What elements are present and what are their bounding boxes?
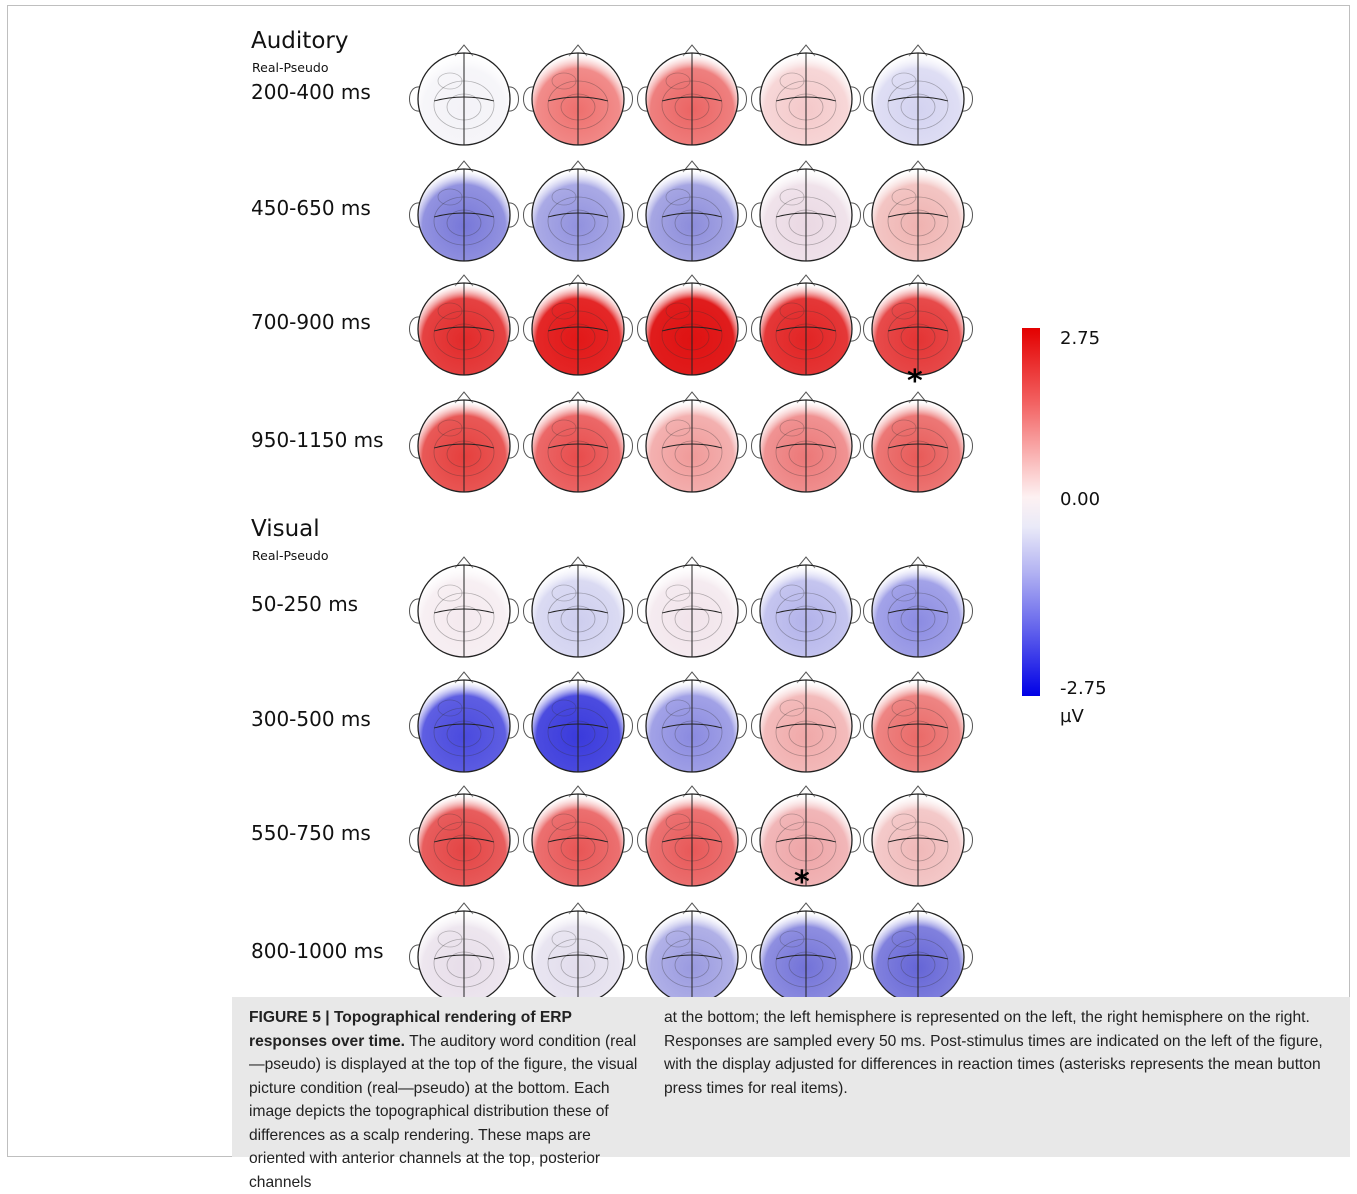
scalp-map <box>523 671 633 773</box>
scalp-map <box>637 160 747 262</box>
caption-right: at the bottom; the left hemisphere is re… <box>664 1009 1323 1097</box>
scalp-map <box>523 556 633 658</box>
scalp-map <box>409 274 519 376</box>
auditory-title: Auditory <box>251 28 349 54</box>
scalp-map <box>751 160 861 262</box>
scalp-map <box>751 785 861 887</box>
scalp-map <box>637 785 747 887</box>
time-label: 950-1150 ms <box>251 428 384 452</box>
auditory-subtitle: Real-Pseudo <box>252 60 329 75</box>
scalp-map <box>863 391 973 493</box>
scalp-map <box>751 556 861 658</box>
caption-box <box>232 997 1350 1157</box>
scalp-map <box>523 160 633 262</box>
scalp-map <box>409 671 519 773</box>
scalp-map <box>751 391 861 493</box>
scalp-map <box>409 44 519 146</box>
caption-left-text: The auditory word condition (real—pseudo… <box>249 1032 638 1191</box>
time-label: 200-400 ms <box>251 80 371 104</box>
scalp-map <box>637 274 747 376</box>
scalp-map <box>637 44 747 146</box>
asterisk-marker: * <box>907 364 923 399</box>
scalp-map <box>863 160 973 262</box>
scalp-map <box>863 785 973 887</box>
colorbar <box>1022 328 1040 696</box>
time-label: 550-750 ms <box>251 821 371 845</box>
scalp-map <box>751 44 861 146</box>
scalp-map <box>523 785 633 887</box>
scalp-map <box>523 44 633 146</box>
scalp-map <box>637 556 747 658</box>
time-label: 700-900 ms <box>251 310 371 334</box>
colorbar-unit: µV <box>1060 706 1084 727</box>
scalp-map <box>637 671 747 773</box>
time-label: 800-1000 ms <box>251 939 384 963</box>
scalp-map <box>751 671 861 773</box>
time-label: 450-650 ms <box>251 196 371 220</box>
scalp-map <box>751 274 861 376</box>
time-label: 50-250 ms <box>251 592 359 616</box>
scalp-map <box>863 556 973 658</box>
colorbar-max-label: 2.75 <box>1060 328 1101 349</box>
scalp-map <box>409 556 519 658</box>
scalp-map <box>409 391 519 493</box>
scalp-map <box>863 902 973 1004</box>
scalp-map <box>863 671 973 773</box>
colorbar-min-label: -2.75 <box>1060 678 1107 699</box>
scalp-map <box>637 902 747 1004</box>
scalp-map <box>637 391 747 493</box>
visual-title: Visual <box>251 516 320 542</box>
scalp-map <box>409 785 519 887</box>
time-label: 300-500 ms <box>251 707 371 731</box>
caption-left: FIGURE 5 | Topographical rendering of ER… <box>249 1006 644 1194</box>
asterisk-marker: * <box>794 865 810 900</box>
scalp-map <box>863 274 973 376</box>
scalp-map <box>523 391 633 493</box>
visual-subtitle: Real-Pseudo <box>252 548 329 563</box>
scalp-map <box>523 274 633 376</box>
scalp-map <box>863 44 973 146</box>
caption-heading: FIGURE 5 | Topographical rendering of ER… <box>249 1009 572 1050</box>
colorbar-mid-label: 0.00 <box>1060 489 1101 510</box>
scalp-map <box>409 160 519 262</box>
